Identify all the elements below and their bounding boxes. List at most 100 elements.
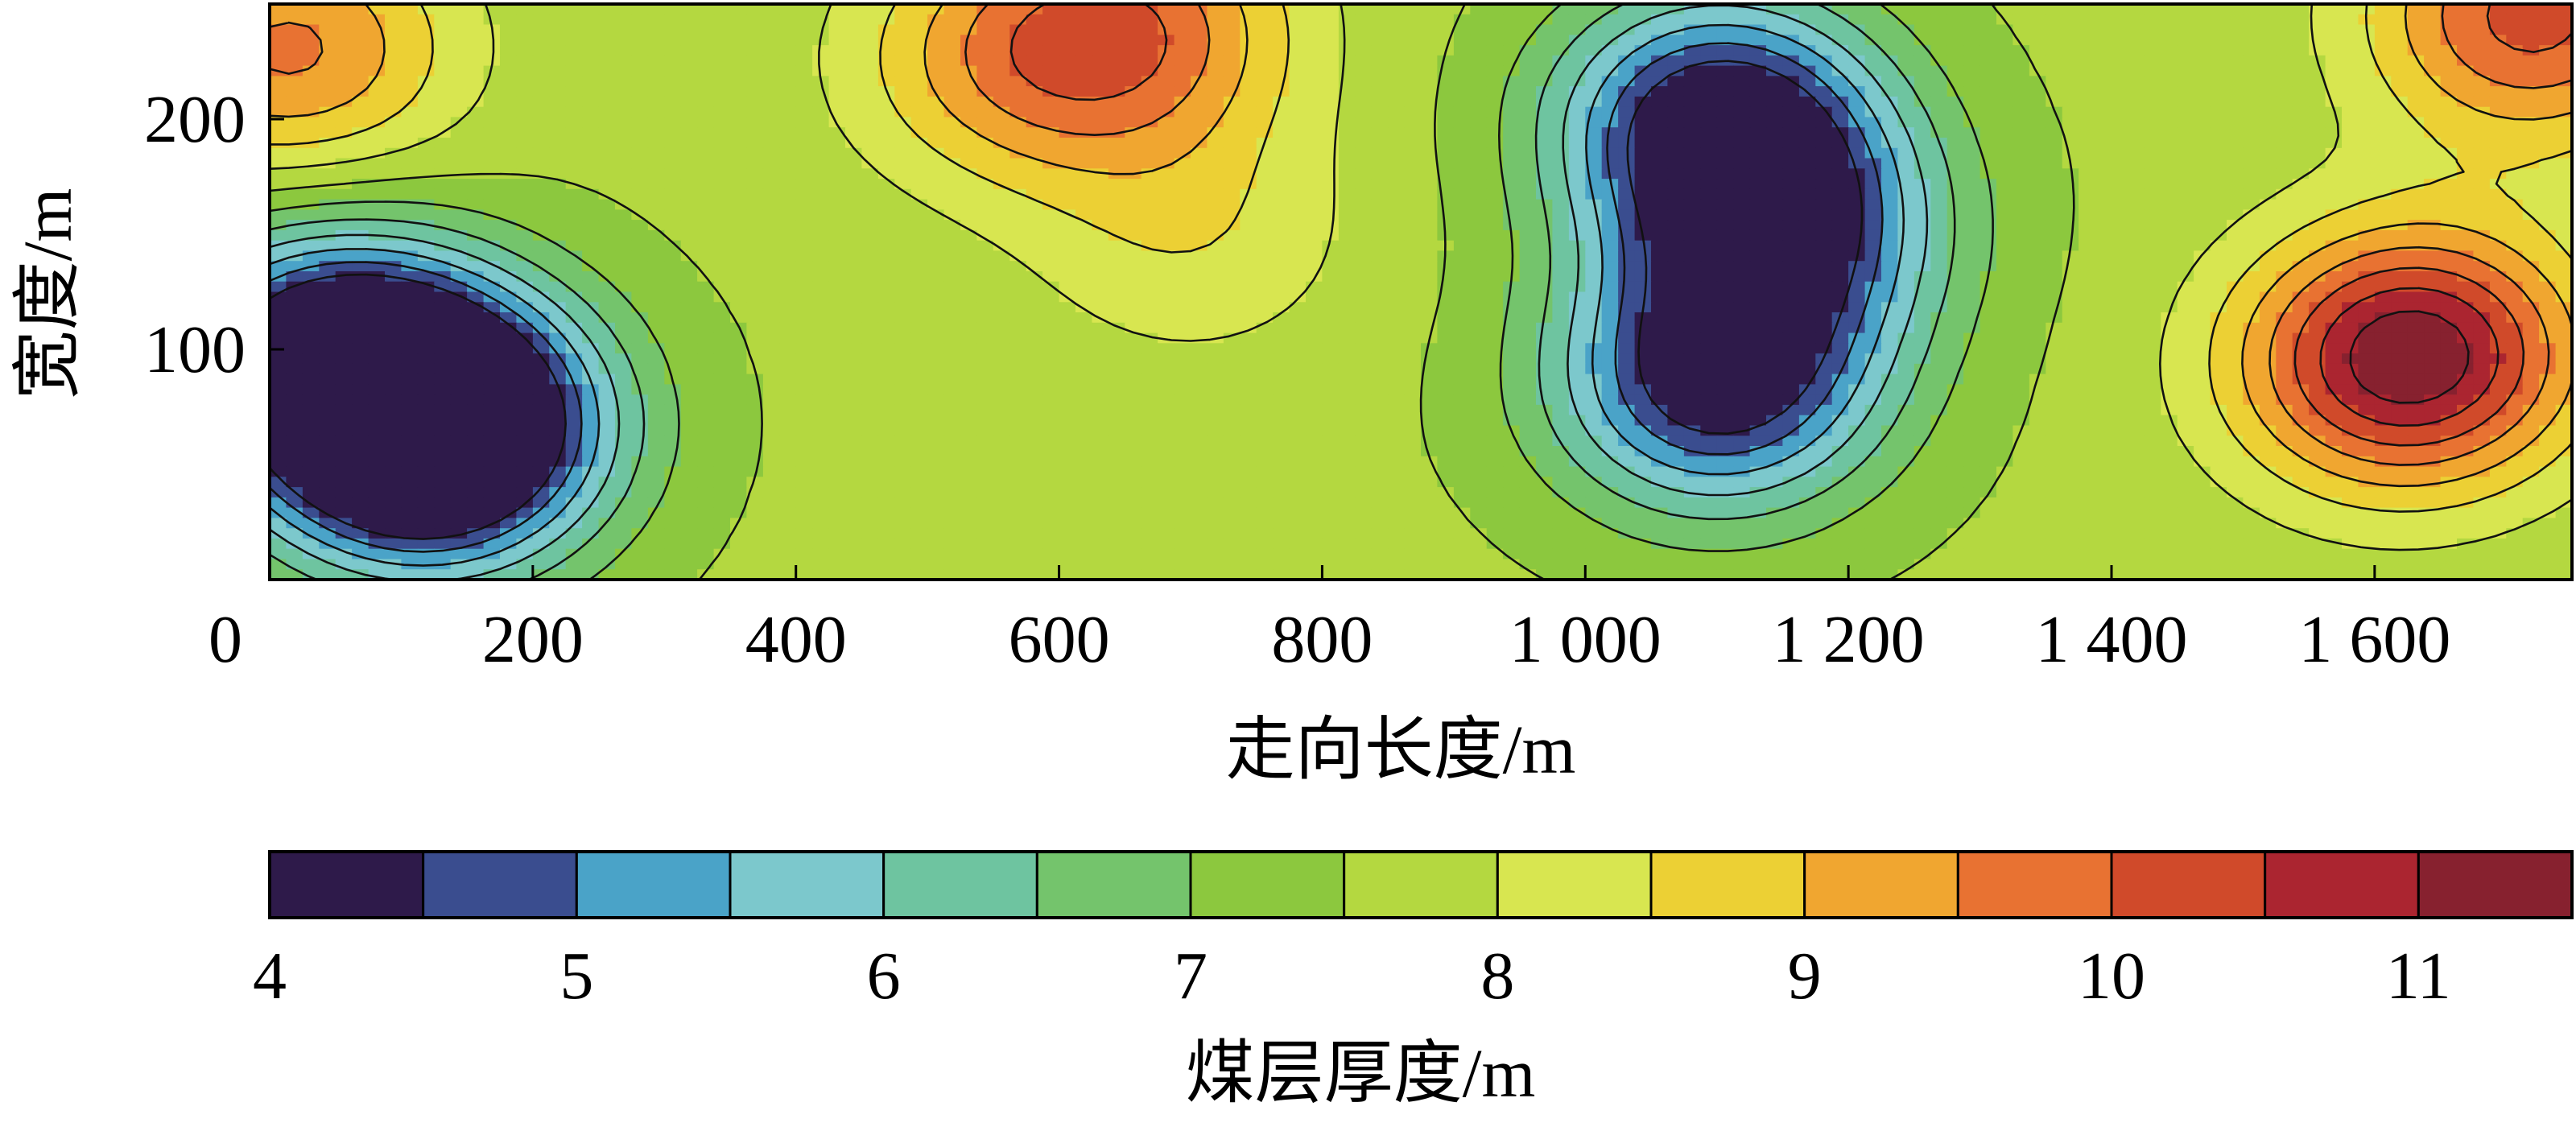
contour-cell xyxy=(894,14,912,26)
contour-cell xyxy=(713,261,731,272)
contour-cell xyxy=(2112,117,2129,128)
contour-cell xyxy=(2325,55,2343,67)
contour-cell xyxy=(532,55,551,67)
contour-cell xyxy=(877,24,896,36)
contour-cell xyxy=(1371,332,1389,345)
contour-cell xyxy=(680,363,698,375)
contour-cell xyxy=(1371,24,1389,36)
contour-cell xyxy=(2144,24,2162,36)
contour-cell xyxy=(2292,271,2310,283)
contour-cell xyxy=(1125,261,1142,272)
contour-cell xyxy=(1174,332,1191,345)
contour-cell xyxy=(1026,363,1043,375)
contour-cell xyxy=(730,138,748,149)
contour-cell xyxy=(582,220,600,231)
contour-cell xyxy=(1191,312,1208,324)
contour-cell xyxy=(1913,312,1932,324)
contour-cell xyxy=(1568,138,1587,149)
contour-cell xyxy=(1651,312,1669,324)
contour-cell xyxy=(450,4,468,15)
contour-cell xyxy=(532,302,551,313)
contour-cell xyxy=(270,322,287,334)
contour-cell xyxy=(1256,76,1274,87)
contour-cell xyxy=(565,55,583,67)
contour-cell xyxy=(2177,35,2194,46)
contour-cell xyxy=(1026,138,1043,149)
contour-cell xyxy=(549,45,567,56)
contour-cell xyxy=(647,158,666,170)
contour-cell xyxy=(2112,240,2129,252)
contour-cell xyxy=(1207,261,1224,272)
contour-cell xyxy=(565,220,583,231)
contour-cell xyxy=(1141,302,1158,313)
contour-cell xyxy=(1306,229,1323,242)
contour-cell xyxy=(532,199,551,211)
contour-cell xyxy=(483,353,501,365)
contour-cell xyxy=(2407,229,2425,242)
contour-cell xyxy=(1963,117,1981,128)
contour-cell xyxy=(1716,96,1734,108)
contour-cell xyxy=(1174,312,1191,324)
contour-cell xyxy=(927,302,945,313)
contour-cell xyxy=(1223,76,1241,87)
contour-cell xyxy=(615,106,633,118)
contour-cell xyxy=(2144,106,2162,118)
contour-cell xyxy=(1913,117,1932,128)
contour-cell xyxy=(1716,353,1734,365)
contour-cell xyxy=(2062,312,2079,324)
contour-cell xyxy=(368,343,386,354)
contour-cell xyxy=(2144,55,2162,67)
contour-cell xyxy=(1322,343,1340,354)
contour-cell xyxy=(1075,65,1093,77)
contour-cell xyxy=(647,96,666,108)
contour-cell xyxy=(1125,14,1142,26)
contour-cell xyxy=(1519,302,1537,313)
contour-cell xyxy=(828,229,846,242)
contour-cell xyxy=(1979,138,1997,149)
contour-cell xyxy=(664,353,682,365)
contour-cell xyxy=(2062,76,2079,87)
contour-cell xyxy=(2079,343,2096,354)
contour-cell xyxy=(450,302,468,313)
contour-cell xyxy=(1486,302,1504,313)
contour-cell xyxy=(1355,35,1373,46)
contour-cell xyxy=(1536,179,1554,190)
contour-cell xyxy=(1470,363,1488,375)
contour-cell xyxy=(532,209,551,221)
contour-cell xyxy=(664,127,682,138)
contour-cell xyxy=(746,343,764,354)
contour-cell xyxy=(1881,271,1899,283)
contour-cell xyxy=(1831,271,1849,283)
contour-cell xyxy=(795,250,813,262)
contour-cell xyxy=(762,106,781,118)
contour-cell xyxy=(746,86,764,97)
contour-cell xyxy=(779,65,797,77)
contour-cell xyxy=(1749,158,1767,170)
contour-cell xyxy=(1798,188,1817,200)
contour-cell xyxy=(2391,35,2409,46)
contour-cell xyxy=(1322,332,1340,345)
contour-cell xyxy=(2079,65,2096,77)
contour-cell xyxy=(2194,353,2211,365)
contour-cell xyxy=(2424,147,2442,159)
contour-cell xyxy=(2161,55,2178,67)
contour-cell xyxy=(1519,127,1537,138)
contour-cell xyxy=(1404,35,1422,46)
contour-cell xyxy=(1946,229,1964,242)
contour-cell xyxy=(812,271,830,283)
contour-cell xyxy=(1618,199,1636,211)
contour-cell xyxy=(2440,86,2458,97)
contour-cell xyxy=(2259,229,2277,242)
contour-cell xyxy=(828,45,846,56)
contour-cell xyxy=(2112,14,2129,26)
contour-cell xyxy=(2112,45,2129,56)
contour-cell xyxy=(1996,302,2014,313)
contour-cell xyxy=(2276,127,2293,138)
contour-cell xyxy=(2325,76,2343,87)
contour-cell xyxy=(1963,353,1981,365)
contour-cell xyxy=(1059,45,1076,56)
contour-cell xyxy=(2177,76,2194,87)
contour-cell xyxy=(352,302,369,313)
contour-cell xyxy=(762,117,781,128)
contour-cell xyxy=(2555,158,2572,170)
